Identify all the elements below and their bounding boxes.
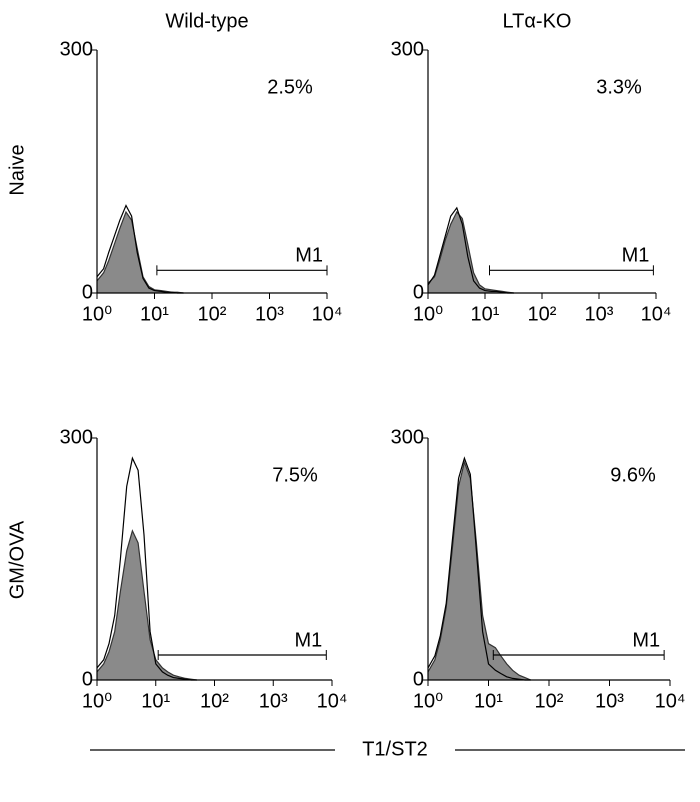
x-tick-label: 10⁴ (655, 690, 686, 712)
histogram-line (96, 204, 184, 294)
y-tick-label: 0 (82, 668, 93, 690)
histogram-line (96, 529, 197, 681)
x-tick-label: 10² (528, 303, 557, 325)
y-tick-label: 300 (391, 38, 424, 60)
x-axis-label: T1/ST2 (362, 738, 428, 760)
area-fill (97, 530, 197, 680)
gate-label: M1 (295, 629, 323, 651)
histogram-line (427, 206, 514, 294)
y-tick-label: 300 (60, 38, 93, 60)
x-tick-label: 10³ (255, 303, 284, 325)
row-label: Naive (6, 144, 28, 195)
x-tick-label: 10¹ (140, 303, 169, 325)
area-fill (428, 462, 531, 680)
x-tick-label: 10⁴ (312, 303, 343, 325)
gate-label: M1 (632, 629, 660, 651)
y-tick-label: 300 (391, 426, 424, 448)
x-tick-label: 10⁴ (641, 303, 672, 325)
area-fill (428, 212, 514, 293)
row-label: GM/OVA (6, 520, 28, 599)
x-tick-label: 10¹ (471, 303, 500, 325)
panel-title: LTα-KO (503, 10, 572, 32)
gate-label: M1 (622, 245, 650, 267)
x-tick-label: 10³ (259, 690, 288, 712)
y-tick-label: 0 (82, 281, 93, 303)
percent-annotation: 2.5% (267, 76, 313, 98)
x-tick-label: 10¹ (141, 690, 170, 712)
gate-label: M1 (295, 245, 323, 267)
y-tick-label: 0 (413, 281, 424, 303)
area-fill (97, 212, 184, 293)
percent-annotation: 9.6% (610, 464, 656, 486)
x-tick-label: 10² (535, 690, 564, 712)
percent-annotation: 3.3% (596, 76, 642, 98)
x-tick-label: 10⁰ (82, 690, 112, 712)
x-tick-label: 10⁰ (413, 303, 443, 325)
x-tick-label: 10³ (595, 690, 624, 712)
histogram-line (96, 456, 197, 681)
x-tick-label: 10² (198, 303, 227, 325)
x-tick-label: 10⁰ (82, 303, 112, 325)
x-tick-label: 10² (200, 690, 229, 712)
y-tick-label: 0 (413, 668, 424, 690)
histogram-line (427, 460, 532, 681)
x-tick-label: 10¹ (474, 690, 503, 712)
panel-title: Wild-type (165, 10, 248, 32)
y-tick-label: 300 (60, 426, 93, 448)
percent-annotation: 7.5% (272, 464, 318, 486)
x-tick-label: 10⁴ (317, 690, 348, 712)
x-tick-label: 10⁰ (413, 690, 443, 712)
histogram-line (427, 456, 531, 681)
histogram-line (427, 210, 514, 294)
x-tick-label: 10³ (585, 303, 614, 325)
